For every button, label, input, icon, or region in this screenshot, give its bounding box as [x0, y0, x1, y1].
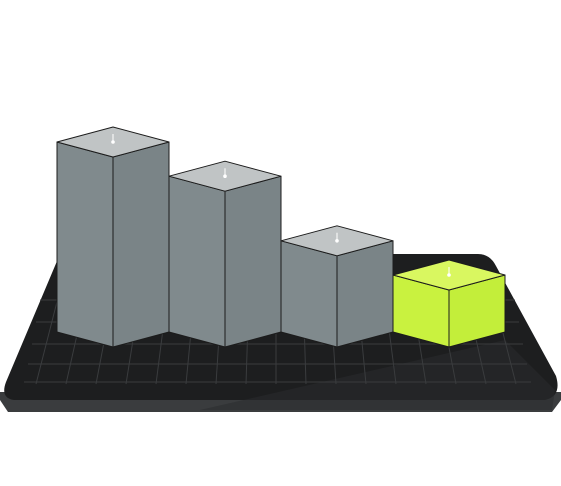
bar-left-face: [56, 141, 114, 348]
bar-marker-dot: [335, 239, 339, 243]
bar-marker-dot: [447, 273, 451, 277]
bar-right-face: [112, 141, 170, 348]
bar-right-face: [224, 175, 282, 348]
bar-left-face: [168, 175, 226, 348]
bar: [168, 160, 282, 348]
bar: [56, 126, 170, 348]
bar-marker-dot: [111, 140, 115, 144]
bar-highlighted: [392, 259, 506, 348]
bar-left-face: [280, 240, 338, 348]
floor-shadow: [200, 340, 555, 410]
bar-marker-dot: [223, 174, 227, 178]
bars: [56, 126, 506, 348]
bar-right-face: [336, 240, 394, 348]
grid-line-vertical: [35, 289, 61, 385]
bar: [280, 225, 394, 348]
